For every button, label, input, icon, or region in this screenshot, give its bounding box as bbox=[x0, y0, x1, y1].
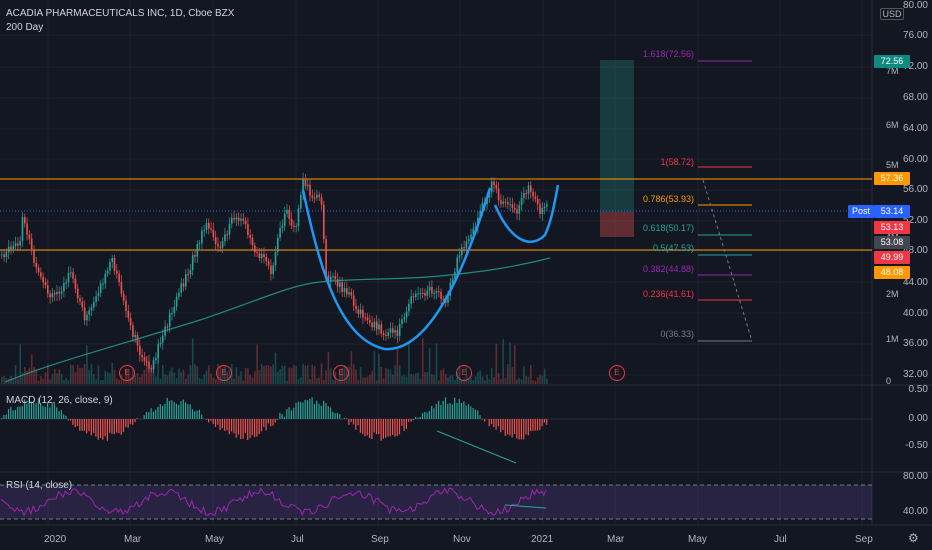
fib-label: 0.382(44.88) bbox=[642, 264, 694, 274]
resistance-price-tag: 57.36 bbox=[874, 172, 910, 185]
time-axis-label: 2020 bbox=[44, 534, 67, 545]
earnings-marker[interactable]: E bbox=[216, 365, 232, 381]
price-axis-label: 76.00 bbox=[902, 30, 928, 41]
grid-lines bbox=[0, 0, 872, 525]
fib-label: 0.236(41.61) bbox=[642, 289, 694, 299]
time-axis-label: Jul bbox=[774, 534, 787, 545]
rsi-axis-label: 40.00 bbox=[902, 506, 928, 517]
price-axis-label: 80.00 bbox=[902, 0, 928, 11]
volume-axis-label: 6M bbox=[886, 120, 899, 130]
time-axis-label: Mar bbox=[607, 534, 625, 545]
red-price-tag: 49.99 bbox=[874, 251, 910, 264]
time-axis-label: Mar bbox=[124, 534, 142, 545]
price-axis-label: 64.00 bbox=[902, 123, 928, 134]
price-axis-label: 56.00 bbox=[902, 184, 928, 195]
time-axis-label: May bbox=[688, 534, 707, 545]
fib-label: 0.5(47.53) bbox=[652, 243, 694, 253]
long-position-profit-zone bbox=[600, 60, 634, 212]
volume-axis-label: 1M bbox=[886, 334, 899, 344]
price-axis-label: 40.00 bbox=[902, 308, 928, 319]
gear-icon[interactable]: ⚙ bbox=[908, 531, 919, 545]
macd-axis-label: 0.50 bbox=[908, 384, 928, 395]
earnings-marker[interactable]: E bbox=[119, 365, 135, 381]
fib-levels bbox=[698, 60, 753, 342]
price-axis-label: 44.00 bbox=[902, 277, 928, 288]
price-axis-label: 72.00 bbox=[902, 61, 928, 72]
fib-label: 1(58.72) bbox=[660, 157, 694, 167]
fib-label: 0.618(50.17) bbox=[642, 223, 694, 233]
post-price-tag: 53.14 bbox=[874, 205, 910, 218]
volume-axis-label: 7M bbox=[886, 66, 899, 76]
rsi-label[interactable]: RSI (14, close) bbox=[6, 480, 73, 491]
currency-badge[interactable]: USD bbox=[880, 8, 904, 20]
volume-axis-label: 5M bbox=[886, 160, 899, 170]
support-price-tag: 48.08 bbox=[874, 266, 910, 279]
volume-axis-label: 2M bbox=[886, 289, 899, 299]
price-candles bbox=[1, 172, 548, 374]
time-axis-label: May bbox=[205, 534, 224, 545]
volume-axis-label: 0 bbox=[886, 376, 892, 386]
earnings-marker[interactable]: E bbox=[333, 365, 349, 381]
symbol-title[interactable]: ACADIA PHARMACEUTICALS INC, 1D, Cboe BZX bbox=[6, 8, 235, 19]
time-axis-label: 2021 bbox=[531, 534, 554, 545]
price-axis-label: 48.00 bbox=[902, 245, 928, 256]
fib-label: 0.786(53.93) bbox=[642, 194, 694, 204]
rsi-divergence-line bbox=[504, 504, 547, 509]
fib-label: 0(36.33) bbox=[660, 329, 694, 339]
last-price-tag: 53.13 bbox=[874, 221, 910, 234]
rsi-line bbox=[0, 487, 547, 517]
time-axis-label: Nov bbox=[453, 534, 471, 545]
long-position-loss-zone bbox=[600, 212, 634, 237]
target-price-tag: 72.56 bbox=[874, 55, 910, 68]
earnings-marker[interactable]: E bbox=[456, 365, 472, 381]
fib-label: 1.618(72.56) bbox=[642, 49, 694, 59]
macd-axis-label: 0.00 bbox=[908, 413, 928, 424]
post-market-label: Post bbox=[848, 205, 874, 218]
time-axis-label: Sep bbox=[855, 534, 873, 545]
rsi-band bbox=[0, 485, 872, 519]
price-axis-label: 68.00 bbox=[902, 92, 928, 103]
time-axis-label: Jul bbox=[291, 534, 304, 545]
macd-divergence-line bbox=[436, 430, 517, 464]
price-axis-label: 60.00 bbox=[902, 154, 928, 165]
prev-close-tag: 53.08 bbox=[874, 236, 910, 249]
price-axis-label: 52.00 bbox=[902, 215, 928, 226]
macd-axis-label: -0.50 bbox=[905, 440, 928, 451]
macd-histogram bbox=[1, 397, 548, 441]
handle-curve bbox=[493, 184, 560, 243]
cup-curve bbox=[301, 187, 492, 351]
time-axis-label: Sep bbox=[371, 534, 389, 545]
moving-average-200 bbox=[4, 257, 551, 383]
earnings-marker[interactable]: E bbox=[609, 365, 625, 381]
rsi-axis-label: 80.00 bbox=[902, 471, 928, 482]
price-axis-label: 36.00 bbox=[902, 338, 928, 349]
macd-label[interactable]: MACD (12, 26, close, 9) bbox=[6, 395, 113, 406]
price-axis-label: 32.00 bbox=[902, 369, 928, 380]
indicator-label[interactable]: 200 Day bbox=[6, 22, 44, 33]
